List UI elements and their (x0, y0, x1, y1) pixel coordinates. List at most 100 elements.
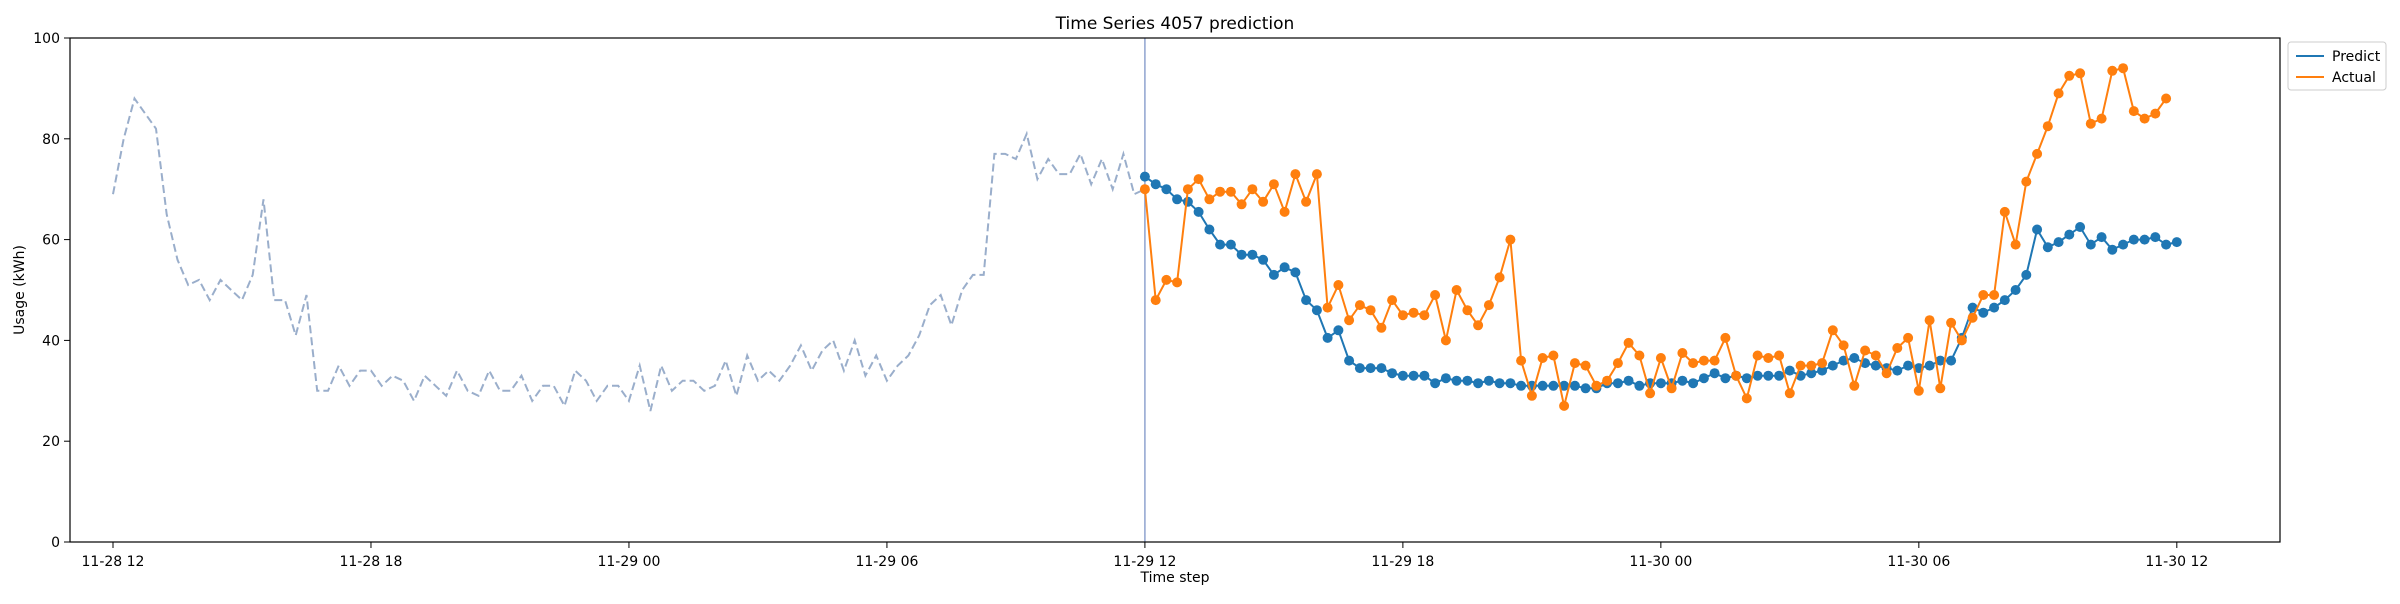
actual-point (1978, 290, 1989, 300)
predict-point (1236, 249, 1247, 260)
actual-point (1860, 345, 1871, 356)
actual-point (2150, 108, 2161, 119)
predict-point (1612, 378, 1623, 389)
actual-point (2107, 65, 2118, 76)
actual-point (1215, 186, 1226, 197)
predict-point (2010, 285, 2021, 295)
predict-point (1161, 184, 1172, 195)
actual-point (1892, 343, 1903, 353)
predict-point (1483, 375, 1494, 386)
predict-point (1182, 196, 1193, 207)
predict-point (1258, 254, 1269, 265)
predict-point (2021, 269, 2032, 280)
predict-point (2139, 234, 2150, 245)
predict-point (2085, 239, 2096, 250)
actual-point (2118, 63, 2129, 74)
actual-point (1537, 353, 1548, 363)
x-tick-label: 11-29 00 (597, 554, 660, 570)
actual-point (1935, 383, 1946, 394)
actual-point (1258, 196, 1269, 207)
predict-point (1322, 332, 1333, 343)
predict-point (1688, 378, 1699, 389)
actual-point (2139, 113, 2150, 124)
x-tick-label: 11-29 06 (855, 554, 918, 570)
actual-point (1505, 234, 1516, 245)
predict-point (1849, 353, 1860, 363)
actual-point (1946, 317, 1957, 328)
predict-point (2064, 229, 2075, 240)
actual-point (1548, 350, 1559, 361)
x-tick-label: 11-29 12 (1113, 554, 1176, 570)
predict-point (1311, 305, 1322, 316)
actual-point (2042, 121, 2053, 132)
x-tick-label: 11-30 12 (2145, 554, 2208, 570)
predict-point (1655, 378, 1666, 389)
x-tick-label: 11-30 00 (1629, 554, 1692, 570)
predict-point (1548, 380, 1559, 391)
predict-point (1419, 370, 1430, 381)
predict-point (1752, 370, 1763, 381)
actual-point (1150, 295, 1161, 306)
actual-point (1376, 322, 1387, 333)
actual-point (2032, 148, 2043, 159)
predict-point (1430, 378, 1441, 389)
predict-point (2053, 237, 2064, 248)
actual-point (1408, 307, 1419, 318)
actual-point (1623, 337, 1634, 348)
predict-point (1505, 378, 1516, 389)
predict-point (2032, 224, 2043, 235)
y-tick-label: 100 (33, 31, 60, 47)
actual-point (1397, 310, 1408, 321)
actual-point (2064, 70, 2075, 81)
actual-point (1311, 169, 1322, 180)
actual-point (1451, 285, 1462, 295)
actual-point (2075, 68, 2086, 79)
actual-point (1204, 194, 1215, 205)
x-tick-label: 11-30 06 (1887, 554, 1950, 570)
actual-point (1924, 315, 1935, 326)
predict-point (2128, 234, 2139, 245)
predict-point (1516, 380, 1527, 391)
actual-point (1795, 360, 1806, 371)
actual-point (2096, 113, 2107, 124)
predict-point (2075, 222, 2086, 232)
y-tick-label: 0 (51, 535, 60, 551)
actual-point (1720, 332, 1731, 343)
predict-point (1946, 355, 1957, 366)
y-axis: 0 20 40 60 80 100 (33, 31, 70, 551)
predict-point (1774, 370, 1785, 381)
predict-point (1139, 171, 1150, 182)
actual-point (1483, 300, 1494, 311)
actual-line (1143, 66, 2167, 407)
predict-point (1817, 365, 1828, 376)
actual-point (1741, 393, 1752, 404)
actual-point (1591, 380, 1602, 391)
actual-point (1344, 315, 1355, 326)
predict-point (1301, 295, 1312, 306)
y-axis-label: Usage (kWh) (12, 245, 28, 335)
predict-point (1827, 360, 1838, 371)
predict-point (1150, 179, 1161, 190)
x-tick-label: 11-28 18 (339, 554, 402, 570)
actual-point (1999, 206, 2010, 217)
actual-point (1602, 375, 1613, 386)
predict-point (1473, 378, 1484, 389)
predict-point (1290, 267, 1301, 278)
actual-point (1139, 184, 1150, 195)
actual-point (1784, 388, 1795, 399)
predict-point (2107, 244, 2118, 255)
predict-point (2171, 237, 2182, 248)
x-axis: 11-28 12 11-28 18 11-29 00 11-29 06 11-29 12… (82, 542, 2208, 570)
actual-point (1612, 358, 1623, 369)
actual-point (1365, 305, 1376, 316)
predict-point (1903, 360, 1914, 371)
legend-label-predict: Predict (2332, 49, 2381, 65)
x-tick-label: 11-29 18 (1371, 554, 1434, 570)
actual-point (1989, 290, 2000, 300)
predict-point (1440, 373, 1451, 384)
y-tick-label: 20 (42, 434, 60, 450)
predict-point (1741, 373, 1752, 384)
actual-point (1774, 350, 1785, 361)
